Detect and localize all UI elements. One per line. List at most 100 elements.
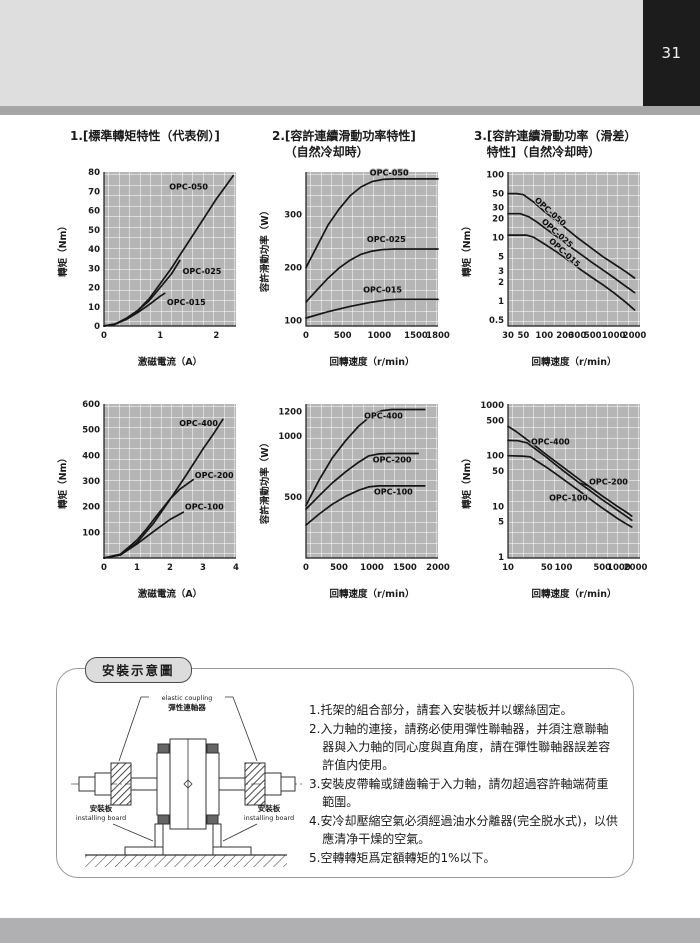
- series-line-OPC-400: [305, 409, 426, 507]
- y-tick-label: 1000: [480, 401, 504, 411]
- series-line-OPC-025: [507, 213, 636, 294]
- coupling-leader-left: [118, 696, 149, 762]
- installation-drawing-svg: elastic coupling 彈性連軸器 安裝板 installing bo…: [71, 694, 303, 867]
- x-tick-label: 500: [330, 563, 348, 573]
- series-label-OPC-100: OPC-100: [185, 503, 224, 512]
- x-tick-label: 1800: [426, 331, 450, 341]
- y-axis-label: 轉矩（Nm）: [57, 221, 69, 277]
- series-label-OPC-400: OPC-400: [364, 412, 403, 421]
- y-tick-label: 3: [498, 267, 504, 277]
- x-axis-label: 回轉速度（r/min）: [531, 588, 616, 600]
- note-item-1: 1.托架的組合部分，請套入安裝板并以螺絲固定。: [309, 703, 573, 717]
- ground-hatch: [85, 855, 287, 867]
- left-board-label-en: installing board: [76, 814, 126, 822]
- y-axis-label: 轉矩（Nm）: [461, 221, 473, 277]
- installation-title: 安裝示意圖: [85, 657, 192, 683]
- note-item-4: 4.安冷却壓縮空氣必須經過油水分離器(完全脱水式)，以供應清净干燥的空氣。: [309, 814, 618, 846]
- page-number-box: 31: [643, 0, 700, 106]
- series-label-OPC-100: OPC-100: [549, 494, 588, 503]
- y-tick-label: 30: [88, 265, 100, 275]
- right-bracket-foot: [212, 846, 252, 856]
- y-tick-label: 500: [486, 417, 504, 427]
- y-tick-label: 5: [498, 518, 504, 528]
- installation-diagram: elastic coupling 彈性連軸器 安裝板 installing bo…: [65, 689, 309, 871]
- y-tick-label: 60: [88, 207, 100, 217]
- y-tick-label: 5: [498, 253, 504, 263]
- x-tick-label: 10: [502, 563, 514, 573]
- y-tick-label: 300: [284, 211, 302, 221]
- y-tick-label: 1000: [278, 432, 302, 442]
- page-number: 31: [661, 44, 682, 62]
- x-tick-label: 100: [535, 331, 553, 341]
- clutch-center-mark: [183, 779, 193, 789]
- x-tick-label: 1: [157, 331, 163, 341]
- series-label-OPC-015: OPC-015: [167, 298, 206, 307]
- charts-section: 1.[標準轉矩特性（代表例）] 2.[容許連續滑動功率特性] （自然冷却時） 3…: [56, 128, 668, 602]
- x-tick-label: 1000: [360, 563, 384, 573]
- series-line-OPC-100: [305, 485, 426, 527]
- chart-header-1: 1.[標準轉矩特性（代表例）]: [70, 129, 220, 143]
- y-tick-label: 200: [82, 503, 100, 513]
- chart-torque-vs-current-opc015-050: 0 1 201020304050607080激磁電流（A）轉矩（Nm）OPC-050…: [57, 168, 236, 368]
- left-flange-bolt-bottom: [157, 814, 170, 825]
- installation-section: 安裝示意圖: [56, 657, 634, 878]
- label-leader: [580, 482, 589, 487]
- series-line-OPC-100: [507, 455, 633, 529]
- chart-row-large-models: 0 1 2 3 4 100 200 300 400 500 600 激磁電流（A） 轉矩（Nm） OPC-…: [56, 396, 668, 602]
- plot-area: [104, 172, 236, 327]
- y-tick-label: 300: [82, 477, 100, 487]
- x-tick-label: 2000: [426, 563, 450, 573]
- right-shaft-end: [280, 776, 296, 792]
- coupling-leader-right: [225, 696, 258, 762]
- series-line-OPC-025: [305, 248, 439, 304]
- series-label-OPC-050: OPC-050: [370, 169, 409, 178]
- y-tick-label: 50: [492, 190, 504, 200]
- installation-notes: 1.托架的組合部分，請套入安裝板并以螺絲固定。 2.入力軸的連接，請務必使用彈性…: [309, 689, 623, 871]
- coupling-label-en: elastic coupling: [162, 694, 213, 702]
- y-tick-label: 100: [486, 171, 504, 181]
- y-axis-label: 轉矩（Nm）: [57, 453, 69, 509]
- y-tick-label: 1: [498, 297, 504, 307]
- left-shaft-step: [94, 772, 112, 796]
- chart-slip-power-vs-speed-opc100-400: 0 500 1000 1500 2000 500 1000 1200 回轉速度（r/min） 容許…: [259, 404, 450, 600]
- y-tick-label: 10: [492, 503, 504, 513]
- x-tick-label: 2000: [623, 331, 647, 341]
- x-tick-label: 3: [200, 563, 206, 573]
- x-tick-label: 2: [167, 563, 173, 573]
- x-tick-label: 4: [233, 563, 239, 573]
- y-tick-label: 30: [492, 204, 504, 214]
- right-board-label-en: installing board: [244, 814, 294, 822]
- series-label-OPC-050: OPC-050: [169, 183, 208, 192]
- x-tick-label: 0: [101, 563, 107, 573]
- axes: [507, 172, 640, 327]
- right-shaft-step: [264, 772, 282, 796]
- note-item-3: 3.安裝皮帶輪或鏈齒輪于入力軸，請勿超過容許軸端荷重範圍。: [309, 777, 609, 809]
- x-tick-label: 200: [556, 331, 574, 341]
- series-label-OPC-400: OPC-400: [179, 419, 218, 428]
- x-tick-label: 500: [334, 331, 352, 341]
- y-tick-label: 1: [498, 553, 504, 563]
- footer-band: [0, 918, 700, 943]
- y-tick-label: 600: [82, 400, 100, 410]
- plot-area: [508, 404, 640, 559]
- x-tick-label: 50: [517, 331, 529, 341]
- left-bracket-foot: [124, 846, 164, 856]
- x-tick-label: 0: [303, 331, 309, 341]
- y-tick-label: 100: [486, 452, 504, 462]
- series-label-OPC-025: OPC-025: [367, 235, 406, 244]
- y-axis-label: 容許滑動功率（W）: [259, 438, 271, 525]
- chart-header-2: 2.[容許連續滑動功率特性] （自然冷却時）: [272, 129, 416, 160]
- x-tick-label: 30: [502, 331, 514, 341]
- series-line-OPC-015: [103, 292, 166, 328]
- series-line-OPC-400: [507, 425, 633, 518]
- x-tick-label: 300: [569, 331, 587, 341]
- y-tick-label: 500: [284, 493, 302, 503]
- header-band: [0, 0, 700, 106]
- y-tick-label: 100: [82, 529, 100, 539]
- series-label-OPC-200: OPC-200: [373, 456, 412, 465]
- x-tick-label: 500: [584, 331, 602, 341]
- series-label-OPC-200: OPC-200: [589, 478, 628, 487]
- x-axis-label: 激磁電流（A）: [138, 588, 202, 600]
- note-item-5: 5.空轉轉矩爲定額轉矩的1%以下。: [309, 851, 496, 865]
